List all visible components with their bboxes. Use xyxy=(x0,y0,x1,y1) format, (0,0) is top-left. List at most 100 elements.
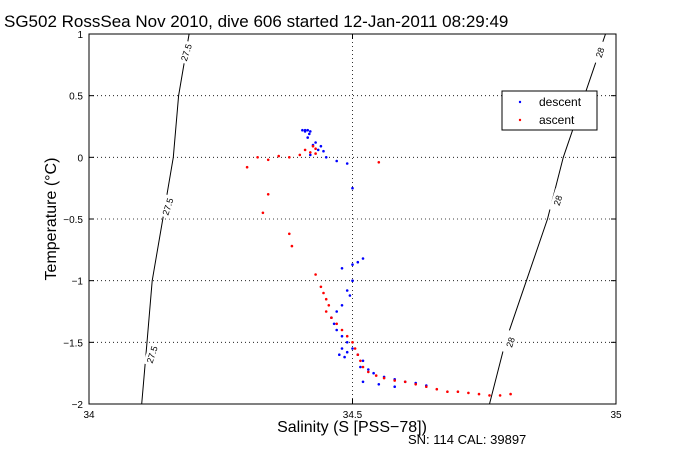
descent-point-16 xyxy=(351,186,354,190)
descent-point-15 xyxy=(345,162,349,165)
ascent-point-28 xyxy=(356,353,360,357)
legend-marker-descent xyxy=(518,100,522,104)
descent-point-34 xyxy=(345,350,349,354)
ascent-point-21 xyxy=(324,310,328,313)
ascent-point-31 xyxy=(367,370,370,374)
ascent-point-35 xyxy=(403,380,407,384)
ascent-point-37 xyxy=(425,385,428,389)
axis-ticks: 34 34.5 35 −2 −1.5 −1 −0.5 0 0.5 1 xyxy=(63,30,622,421)
contour-label-0: 27.5 xyxy=(179,43,194,63)
ascent-point-19 xyxy=(324,297,328,301)
descent-point-29 xyxy=(340,334,344,338)
ascent-point-30 xyxy=(361,365,365,369)
contour-label-5: 28 xyxy=(504,336,517,349)
ascent-point-39 xyxy=(446,390,449,394)
descent-point-33 xyxy=(343,355,346,359)
descent-point-18 xyxy=(356,260,360,264)
contour-label-bg-3 xyxy=(591,40,610,65)
ascent-point-45 xyxy=(509,392,512,396)
ascent-point-40 xyxy=(456,390,460,394)
descent-point-6 xyxy=(306,136,310,139)
ascent-point-17 xyxy=(319,285,323,289)
legend-box xyxy=(501,90,598,131)
ascent-point-9 xyxy=(303,148,307,152)
y-tick-label-5: 0.5 xyxy=(69,92,83,103)
contour-label-bg-2 xyxy=(143,342,162,367)
ascent-point-10 xyxy=(314,152,317,155)
ascent-point-41 xyxy=(467,391,470,395)
data-points xyxy=(245,128,512,397)
calibration-footer: SN: 114 CAL: 39897 xyxy=(408,432,526,447)
x-tick-label-0: 34 xyxy=(83,410,95,421)
ascent-point-33 xyxy=(382,376,386,380)
descent-point-40 xyxy=(372,371,375,375)
ascent-point-44 xyxy=(498,394,502,397)
y-tick-label-6: 1 xyxy=(77,30,83,41)
ascent-point-29 xyxy=(359,359,362,363)
ascent-point-22 xyxy=(330,316,333,320)
descent-point-20 xyxy=(340,267,344,270)
descent-point-4 xyxy=(303,130,307,133)
legend: descent ascent xyxy=(501,90,598,131)
ascent-point-23 xyxy=(335,322,339,326)
ascent-point-32 xyxy=(374,374,378,377)
ascent-point-3 xyxy=(277,154,281,158)
y-tick-label-1: −1.5 xyxy=(63,338,83,349)
x-tick-label-1: 34.5 xyxy=(343,410,363,421)
y-tick-label-0: −2 xyxy=(72,400,84,411)
ascent-point-14 xyxy=(288,232,291,236)
descent-point-30 xyxy=(345,341,349,344)
x-axis-label: Salinity (S [PSS−78]) xyxy=(277,419,427,436)
descent-point-32 xyxy=(338,353,341,357)
ascent-point-1 xyxy=(256,156,259,159)
density-contour-27-5 xyxy=(141,33,190,405)
descent-point-9 xyxy=(319,144,323,148)
ascent-point-7 xyxy=(314,147,317,150)
descent-point-14 xyxy=(335,159,339,163)
descent-point-46 xyxy=(393,385,397,389)
ascent-point-0 xyxy=(245,165,249,169)
ascent-point-18 xyxy=(322,291,325,295)
descent-point-11 xyxy=(322,149,325,153)
ascent-point-34 xyxy=(393,379,397,382)
descent-point-19 xyxy=(351,263,354,266)
descent-point-35 xyxy=(351,347,354,350)
descent-point-22 xyxy=(345,289,349,292)
descent-point-24 xyxy=(340,304,344,307)
ascent-point-16 xyxy=(314,273,317,276)
contour-label-3: 28 xyxy=(594,46,607,59)
ascent-point-4 xyxy=(288,156,291,159)
descent-point-0 xyxy=(301,128,304,132)
ascent-point-25 xyxy=(345,334,349,338)
descent-point-3 xyxy=(309,130,312,133)
descent-point-23 xyxy=(348,294,352,297)
descent-point-5 xyxy=(308,132,311,136)
descent-point-27 xyxy=(332,322,336,326)
ascent-point-43 xyxy=(488,394,491,397)
ascent-point-24 xyxy=(340,328,344,332)
contour-label-1: 27.5 xyxy=(161,197,176,217)
descent-point-2 xyxy=(306,128,310,132)
descent-point-12 xyxy=(309,153,312,157)
y-axis-label: Temperature (°C) xyxy=(43,158,60,281)
descent-point-37 xyxy=(361,359,365,363)
descent-point-25 xyxy=(335,310,339,313)
contour-label-bg-1 xyxy=(158,194,178,219)
descent-point-39 xyxy=(367,368,370,371)
ascent-point-12 xyxy=(266,193,270,196)
descent-point-48 xyxy=(361,380,365,384)
ascent-point-2 xyxy=(266,158,270,162)
ascent-point-15 xyxy=(290,244,294,248)
legend-label-descent: descent xyxy=(539,95,582,109)
ascent-point-20 xyxy=(327,304,331,307)
descent-point-17 xyxy=(361,257,365,260)
descent-point-10 xyxy=(316,148,320,152)
ascent-point-13 xyxy=(261,211,265,215)
descent-point-47 xyxy=(377,383,381,386)
legend-label-ascent: ascent xyxy=(539,113,575,127)
ascent-point-8 xyxy=(311,144,315,148)
descent-point-31 xyxy=(340,347,344,350)
y-tick-label-4: 0 xyxy=(77,153,83,164)
chart-title: SG502 RossSea Nov 2010, dive 606 started… xyxy=(4,12,508,31)
